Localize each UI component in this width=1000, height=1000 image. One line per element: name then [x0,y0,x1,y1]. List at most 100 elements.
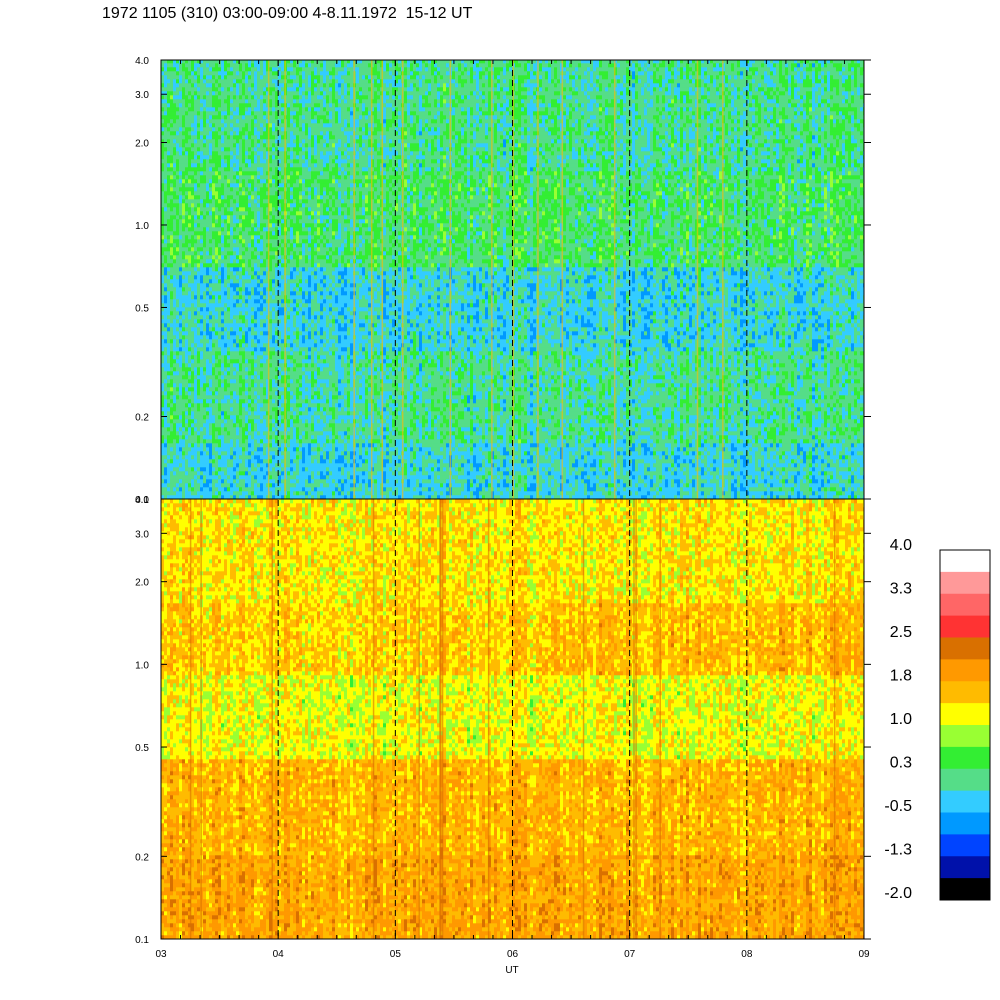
heatmap-cell [170,251,173,255]
heatmap-cell [212,175,215,179]
heatmap-cell [200,243,203,247]
heatmap-cell [272,75,275,79]
heatmap-cell [173,471,176,475]
heatmap-cell [272,87,275,91]
heatmap-cell [191,95,194,99]
heatmap-cell [215,431,218,435]
heatmap-cell [260,355,263,359]
heatmap-cell [173,239,176,243]
heatmap-cell [191,479,194,483]
heatmap-cell [251,251,254,255]
heatmap-cell [251,159,254,163]
heatmap-cell [176,311,179,315]
heatmap-cell [263,227,266,231]
heatmap-cell [188,487,191,491]
heatmap-cell [173,251,176,255]
heatmap-cell [251,259,254,263]
heatmap-cell [281,87,284,91]
heatmap-cell [200,443,203,447]
heatmap-cell [269,419,272,423]
heatmap-cell [248,103,251,107]
heatmap-cell [260,243,263,247]
heatmap-cell [215,179,218,183]
heatmap-cell [212,139,215,143]
heatmap-cell [164,427,167,431]
heatmap-cell [176,219,179,223]
heatmap-cell [182,131,185,135]
heatmap-cell [224,387,227,391]
heatmap-cell [269,307,272,311]
heatmap-cell [293,175,296,179]
heatmap-cell [197,347,200,351]
heatmap-cell [218,331,221,335]
heatmap-cell [251,343,254,347]
heatmap-cell [281,351,284,355]
heatmap-cell [176,419,179,423]
heatmap-cell [236,491,239,495]
heatmap-cell [206,87,209,91]
heatmap-cell [269,123,272,127]
heatmap-cell [242,411,245,415]
heatmap-cell [239,387,242,391]
heatmap-cell [164,111,167,115]
heatmap-cell [179,99,182,103]
heatmap-cell [239,455,242,459]
heatmap-cell [287,195,290,199]
heatmap-cell [182,127,185,131]
heatmap-cell [236,471,239,475]
heatmap-cell [215,239,218,243]
heatmap-cell [182,219,185,223]
heatmap-cell [257,339,260,343]
heatmap-cell [269,467,272,471]
heatmap-cell [239,103,242,107]
heatmap-cell [194,331,197,335]
heatmap-cell [230,371,233,375]
heatmap-cell [170,359,173,363]
heatmap-cell [293,419,296,423]
heatmap-cell [260,63,263,67]
heatmap-cell [212,171,215,175]
heatmap-cell [290,491,293,495]
heatmap-cell [173,307,176,311]
upper-panel-heatmap [161,59,866,499]
heatmap-cell [218,371,221,375]
heatmap-cell [260,299,263,303]
heatmap-cell [239,271,242,275]
heatmap-cell [188,71,191,75]
heatmap-cell [269,475,272,479]
heatmap-cell [293,487,296,491]
heatmap-cell [176,467,179,471]
heatmap-cell [218,211,221,215]
heatmap-cell [290,287,293,291]
heatmap-cell [188,251,191,255]
heatmap-cell [245,219,248,223]
heatmap-cell [209,187,212,191]
heatmap-cell [188,159,191,163]
heatmap-cell [203,307,206,311]
heatmap-cell [179,423,182,427]
heatmap-cell [248,199,251,203]
heatmap-cell [194,243,197,247]
heatmap-cell [242,391,245,395]
heatmap-cell [191,379,194,383]
heatmap-cell [164,475,167,479]
heatmap-cell [287,479,290,483]
heatmap-cell [260,247,263,251]
heatmap-cell [224,307,227,311]
heatmap-cell [272,435,275,439]
heatmap-cell [236,167,239,171]
heatmap-cell [248,251,251,255]
heatmap-cell [293,455,296,459]
heatmap-cell [212,243,215,247]
heatmap-cell [263,367,266,371]
heatmap-cell [296,479,299,483]
heatmap-cell [185,299,188,303]
heatmap-cell [227,415,230,419]
heatmap-cell [263,243,266,247]
heatmap-cell [293,247,296,251]
heatmap-cell [236,111,239,115]
heatmap-cell [212,419,215,423]
heatmap-cell [272,327,275,331]
heatmap-cell [227,487,230,491]
heatmap-cell [251,115,254,119]
